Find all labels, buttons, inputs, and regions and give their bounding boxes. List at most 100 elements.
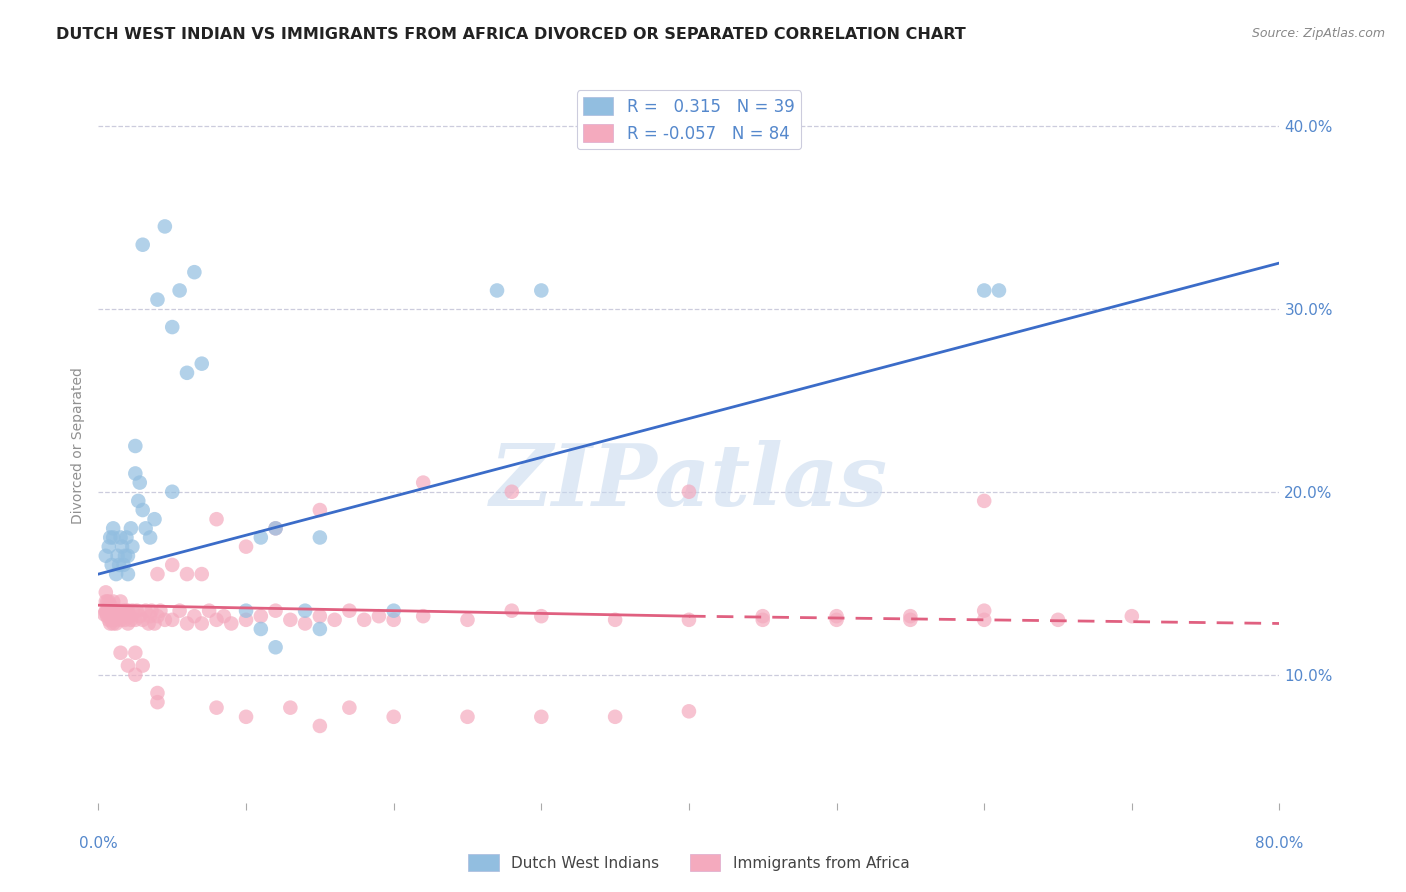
Point (153, 613, 176, 627)
Point (110, 613, 132, 627)
Point (264, 604, 287, 618)
Point (412, 475, 434, 490)
Point (97, 594, 120, 608)
Point (309, 622, 332, 636)
Point (139, 531, 162, 545)
Point (176, 567, 198, 582)
Point (294, 604, 316, 618)
Point (125, 604, 148, 618)
Point (118, 609, 141, 624)
Point (412, 609, 434, 624)
Point (117, 658, 139, 673)
Point (987, 284, 1010, 298)
Point (98, 616, 121, 631)
Point (486, 284, 509, 298)
Point (162, 320, 183, 334)
Point (250, 622, 273, 636)
Point (100, 604, 122, 618)
Point (250, 531, 273, 545)
Point (132, 613, 155, 627)
Point (124, 467, 146, 481)
Y-axis label: Divorced or Separated: Divorced or Separated (70, 368, 84, 524)
Point (751, 609, 773, 624)
Point (146, 695, 169, 709)
Point (103, 616, 125, 631)
Point (456, 613, 478, 627)
Point (100, 613, 122, 627)
Point (149, 604, 172, 618)
Point (368, 609, 391, 624)
Point (235, 710, 257, 724)
Point (127, 494, 149, 508)
Point (176, 616, 198, 631)
Point (162, 613, 183, 627)
Point (111, 609, 134, 624)
Point (235, 604, 257, 618)
Point (235, 613, 257, 627)
Point (530, 710, 553, 724)
Point (176, 366, 198, 380)
Point (104, 613, 127, 627)
Point (124, 667, 146, 681)
Point (103, 594, 125, 608)
Point (382, 604, 405, 618)
Point (183, 609, 205, 624)
Point (108, 558, 131, 572)
Point (135, 521, 157, 535)
Point (111, 540, 134, 554)
Point (114, 549, 136, 563)
Point (337, 700, 360, 714)
Point (146, 686, 169, 700)
Text: 0.0%: 0.0% (79, 836, 118, 851)
Point (973, 604, 995, 618)
Point (678, 484, 700, 499)
Point (169, 284, 191, 298)
Point (132, 237, 155, 252)
Point (530, 284, 553, 298)
Point (212, 609, 235, 624)
Point (382, 710, 405, 724)
Point (309, 531, 332, 545)
Point (110, 594, 132, 608)
Point (191, 567, 214, 582)
Point (678, 613, 700, 627)
Point (900, 613, 922, 627)
Point (121, 540, 143, 554)
Point (973, 494, 995, 508)
Point (146, 609, 169, 624)
Point (110, 531, 132, 545)
Point (94, 606, 117, 620)
Point (128, 475, 150, 490)
Point (128, 609, 150, 624)
Point (1046, 613, 1069, 627)
Text: 80.0%: 80.0% (1256, 836, 1303, 851)
Point (264, 640, 287, 655)
Point (105, 616, 128, 631)
Point (309, 719, 332, 733)
Point (124, 613, 146, 627)
Point (121, 604, 143, 618)
Text: ZIPatlas: ZIPatlas (489, 440, 889, 524)
Point (115, 604, 138, 618)
Point (323, 613, 346, 627)
Point (107, 549, 129, 563)
Point (973, 284, 995, 298)
Point (98, 598, 121, 612)
Point (108, 604, 131, 618)
Point (124, 439, 146, 453)
Point (97, 613, 120, 627)
Point (456, 710, 478, 724)
Point (117, 567, 139, 582)
Point (219, 616, 242, 631)
Point (132, 658, 155, 673)
Point (143, 512, 166, 526)
Point (973, 613, 995, 627)
Point (117, 549, 139, 563)
Point (139, 609, 162, 624)
Point (105, 604, 128, 618)
Point (114, 613, 136, 627)
Point (183, 265, 205, 279)
Point (107, 609, 129, 624)
Point (94, 604, 117, 618)
Point (103, 521, 125, 535)
